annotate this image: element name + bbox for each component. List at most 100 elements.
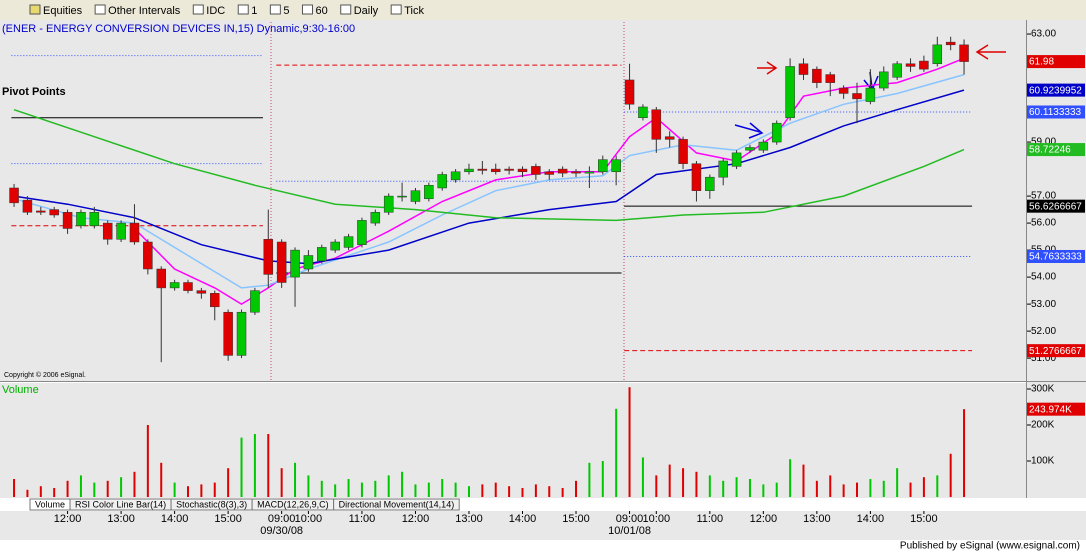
candle-body	[236, 311, 247, 356]
candle-body	[343, 236, 354, 248]
volume-bar	[307, 475, 310, 497]
candle-body	[330, 241, 340, 251]
candle	[9, 183, 19, 207]
candle	[718, 158, 728, 186]
candle	[370, 209, 381, 226]
date-label: 10/01/08	[608, 525, 651, 537]
candle	[196, 287, 207, 299]
date-label: 09/30/08	[260, 525, 303, 537]
volume-bar	[200, 484, 203, 497]
candle-body	[76, 212, 86, 227]
tab-label[interactable]: Stochastic(8(3),3)	[176, 499, 247, 509]
price-label: 60.9239952	[1029, 85, 1082, 96]
tab-label[interactable]: RSI Color Line Bar(14)	[75, 499, 166, 509]
volume-bar	[815, 480, 818, 497]
candle-body	[183, 282, 193, 291]
candle-body	[865, 87, 876, 102]
candle	[397, 182, 407, 202]
candle-body	[919, 60, 929, 70]
arrow	[734, 122, 764, 139]
price-label-box	[1027, 344, 1085, 358]
candle-body	[544, 171, 555, 175]
candle	[236, 309, 247, 359]
y-tick-label: 59.00	[1031, 137, 1056, 148]
candle-body	[571, 171, 581, 174]
candle	[638, 104, 648, 121]
candle-body	[651, 109, 662, 140]
x-tick-label: 15:00	[214, 513, 242, 525]
volume-bar	[615, 408, 618, 497]
candle-body	[557, 168, 568, 174]
toolbar-button[interactable]: Other Intervals	[108, 5, 181, 17]
volume-bar	[869, 479, 872, 497]
candle	[919, 55, 929, 72]
candle	[531, 163, 541, 180]
y-tick-label: 200K	[1031, 420, 1055, 431]
x-tick-label: 09:00	[616, 513, 644, 525]
volume-bar	[53, 488, 56, 497]
candle-body	[745, 147, 755, 151]
candle-body	[825, 74, 835, 83]
volume-bar	[454, 482, 457, 497]
tab[interactable]	[333, 498, 460, 511]
volume-bar	[534, 484, 537, 497]
candle-body	[584, 171, 595, 174]
volume-bar	[320, 480, 323, 497]
candle-body	[624, 79, 635, 105]
volume-bar	[401, 471, 404, 497]
candle	[691, 160, 702, 202]
toolbar-button[interactable]: Equities	[43, 5, 83, 17]
candle-body	[410, 190, 421, 202]
volume-pane	[0, 383, 1027, 498]
candle-body	[276, 241, 287, 283]
volume-bar	[521, 488, 524, 497]
candle	[357, 217, 367, 248]
y-tick-label: 54.00	[1031, 272, 1056, 283]
volume-bar	[186, 486, 189, 497]
x-tick-label: 13:00	[107, 513, 135, 525]
candle	[705, 174, 715, 199]
candle	[838, 85, 849, 99]
candle	[437, 171, 447, 191]
candle-body	[357, 220, 367, 245]
footer-text: Published by eSignal (www.esignal.com)	[900, 541, 1080, 552]
volume-bar	[374, 480, 377, 497]
candle-body	[424, 185, 434, 200]
candle-body	[169, 282, 180, 289]
price-pane	[0, 20, 1027, 381]
tab-label[interactable]: Directional Movement(14,14)	[339, 499, 455, 509]
volume-bar	[66, 480, 69, 497]
volume-bar	[213, 482, 216, 497]
candle	[785, 58, 795, 121]
toolbar-button[interactable]: 60	[315, 5, 327, 17]
toolbar-button[interactable]: 5	[283, 5, 289, 17]
candle	[143, 239, 153, 275]
candle-body	[36, 210, 46, 213]
candle-body	[116, 222, 126, 240]
toolbar-button[interactable]: Daily	[354, 5, 379, 17]
toolbar-button[interactable]: 1	[251, 5, 257, 17]
candle	[450, 169, 461, 183]
toolbar-button[interactable]: IDC	[206, 5, 225, 17]
candle-body	[102, 222, 113, 240]
candle-body	[598, 159, 608, 173]
y-tick-label: 300K	[1031, 384, 1055, 395]
candle	[169, 279, 180, 291]
volume-bar	[294, 462, 297, 497]
volume-bar	[280, 468, 283, 497]
volume-bar	[641, 457, 644, 497]
candle	[317, 244, 327, 264]
volume-bar	[775, 482, 778, 497]
toolbar-button[interactable]: Tick	[404, 5, 424, 17]
candle-body	[678, 139, 688, 164]
volume-label-box	[1027, 402, 1085, 416]
volume-bar	[922, 477, 925, 497]
candle	[156, 266, 166, 363]
tab-label[interactable]: MACD(12,26,9,C)	[257, 499, 329, 509]
tab-label[interactable]: Volume	[35, 499, 65, 509]
toolbar-icon	[94, 4, 106, 15]
candle	[477, 160, 488, 175]
candle	[517, 166, 528, 178]
x-tick-label: 14:00	[509, 513, 537, 525]
toolbar-icon	[237, 4, 249, 15]
